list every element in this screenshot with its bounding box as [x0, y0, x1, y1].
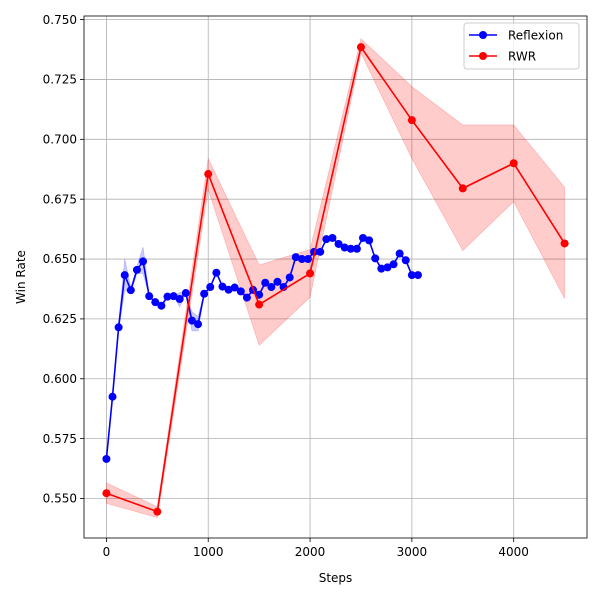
- point-reflexion: [108, 392, 117, 401]
- point-reflexion: [316, 247, 325, 256]
- point-reflexion: [285, 273, 294, 282]
- y-tick-label: 0.550: [43, 492, 77, 506]
- point-reflexion: [377, 264, 386, 273]
- y-tick-label: 0.700: [43, 133, 77, 147]
- point-rwr: [306, 269, 315, 278]
- x-tick-label: 4000: [498, 545, 529, 559]
- point-reflexion: [145, 292, 154, 301]
- legend-label-reflexion: Reflexion: [508, 29, 563, 43]
- point-rwr: [204, 170, 213, 179]
- point-reflexion: [102, 454, 111, 463]
- point-reflexion: [206, 283, 215, 292]
- point-rwr: [509, 159, 518, 168]
- point-reflexion: [139, 257, 148, 266]
- point-reflexion: [218, 282, 227, 291]
- band-rwr: [106, 37, 565, 519]
- point-reflexion: [365, 236, 374, 245]
- legend-marker-rwr: [479, 52, 487, 60]
- point-reflexion: [304, 255, 313, 264]
- point-rwr: [356, 43, 365, 52]
- point-reflexion: [401, 256, 410, 265]
- point-reflexion: [224, 285, 233, 294]
- series-lines: [102, 43, 569, 516]
- point-reflexion: [352, 244, 361, 253]
- point-reflexion: [407, 271, 416, 280]
- point-reflexion: [120, 271, 129, 280]
- y-axis-label: Win Rate: [14, 250, 28, 304]
- point-reflexion: [132, 265, 141, 274]
- y-tick-label: 0.575: [43, 432, 77, 446]
- point-reflexion: [328, 233, 337, 242]
- point-reflexion: [114, 323, 123, 332]
- point-reflexion: [151, 298, 160, 307]
- axis-ticks: 0 1000 2000 3000 4000 0.550 0.575 0.600 0.625 0.6…: [43, 13, 529, 559]
- point-reflexion: [273, 277, 282, 286]
- point-reflexion: [230, 283, 239, 292]
- x-tick-label: 1000: [193, 545, 224, 559]
- point-reflexion: [236, 287, 245, 296]
- y-tick-label: 0.725: [43, 73, 77, 87]
- point-reflexion: [169, 292, 178, 301]
- point-reflexion: [126, 286, 135, 295]
- point-reflexion: [297, 255, 306, 264]
- point-reflexion: [157, 301, 166, 310]
- y-tick-label: 0.600: [43, 372, 77, 386]
- point-rwr: [458, 184, 467, 193]
- point-reflexion: [194, 320, 203, 329]
- y-tick-label: 0.675: [43, 192, 77, 206]
- x-tick-label: 0: [103, 545, 111, 559]
- point-reflexion: [413, 271, 422, 280]
- y-tick-label: 0.750: [43, 13, 77, 27]
- point-rwr: [255, 300, 264, 309]
- x-tick-label: 3000: [397, 545, 428, 559]
- point-reflexion: [267, 283, 276, 292]
- point-reflexion: [322, 235, 331, 244]
- point-reflexion: [242, 293, 251, 302]
- point-reflexion: [212, 268, 221, 277]
- point-reflexion: [255, 290, 264, 299]
- point-reflexion: [395, 249, 404, 258]
- confidence-bands: [106, 37, 565, 519]
- grid: [84, 16, 587, 538]
- point-reflexion: [163, 292, 172, 301]
- point-rwr: [153, 507, 162, 516]
- plot-frame: [83, 15, 588, 539]
- x-axis-label: Steps: [319, 571, 353, 585]
- point-rwr: [407, 116, 416, 125]
- point-reflexion: [340, 243, 349, 252]
- point-reflexion: [200, 289, 209, 298]
- point-reflexion: [175, 295, 184, 304]
- y-tick-label: 0.650: [43, 252, 77, 266]
- point-reflexion: [187, 316, 196, 325]
- y-tick-label: 0.625: [43, 312, 77, 326]
- point-reflexion: [181, 289, 190, 298]
- point-rwr: [560, 239, 569, 248]
- point-reflexion: [261, 278, 270, 287]
- legend-label-rwr: RWR: [508, 50, 536, 64]
- point-reflexion: [291, 253, 300, 262]
- point-reflexion: [346, 244, 355, 253]
- line-rwr: [106, 46, 566, 513]
- legend-marker-reflexion: [479, 31, 487, 39]
- point-reflexion: [371, 254, 380, 263]
- point-reflexion: [383, 263, 392, 272]
- x-tick-label: 2000: [295, 545, 326, 559]
- point-reflexion: [358, 233, 367, 242]
- point-rwr: [102, 489, 111, 498]
- point-reflexion: [389, 260, 398, 269]
- point-reflexion: [334, 239, 343, 248]
- legend: Reflexion RWR: [463, 22, 580, 70]
